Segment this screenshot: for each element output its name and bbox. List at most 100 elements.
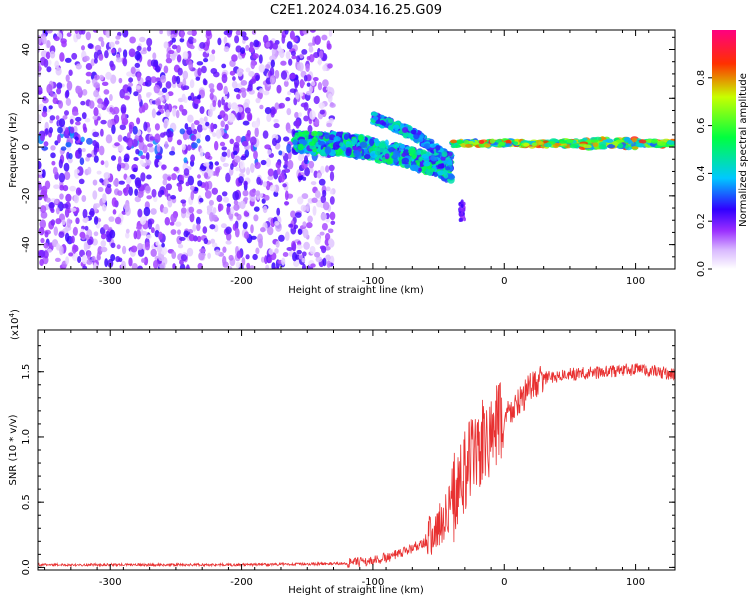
spectrogram-cell — [105, 71, 112, 80]
spectrogram-cell — [297, 196, 304, 205]
spectrogram-cell — [292, 139, 298, 146]
spectrogram-cell — [298, 175, 303, 181]
spectrogram-cell — [80, 100, 86, 106]
spectrogram-cell — [205, 121, 210, 127]
spectrogram-cell — [244, 107, 251, 114]
spectrogram-cell — [88, 100, 95, 109]
spectrogram-cell — [172, 30, 179, 35]
spectrogram-cell — [38, 34, 43, 45]
spectrogram-cell — [305, 222, 313, 229]
spectrogram-cell — [329, 171, 335, 182]
spectrogram-cell — [85, 234, 90, 241]
spectrogram-cell — [44, 180, 51, 190]
spectrogram-cell — [199, 147, 204, 158]
spectrogram-cell — [69, 185, 77, 192]
spectrogram-cell — [100, 40, 105, 48]
spectrogram-cell — [187, 114, 194, 123]
spectrogram-xtick-label: 0 — [501, 276, 507, 287]
spectrogram-cell — [140, 172, 146, 182]
spectrogram-cell — [271, 262, 276, 269]
spectrogram-cell — [311, 81, 316, 87]
spectrogram-cell — [267, 175, 274, 181]
spectrogram-cell — [235, 135, 242, 143]
spectrogram-cell — [249, 78, 257, 84]
spectrogram-cell — [239, 200, 246, 210]
spectrogram-cell — [280, 60, 287, 66]
spectrogram-cell — [235, 261, 241, 269]
snr-axes: -300 -200 -100 0 100 0.0 0.5 1.0 1.5 — [21, 330, 676, 588]
spectrogram-cell — [118, 180, 125, 185]
spectrogram-cell — [218, 203, 224, 211]
spectrogram-cell — [301, 257, 306, 263]
spectrogram-cell — [110, 74, 117, 84]
spectrogram-cell — [441, 151, 448, 158]
spectrogram-cell — [187, 95, 192, 101]
spectrogram-cell — [177, 67, 183, 76]
colorbar-tick-label: 0.6 — [696, 118, 707, 134]
spectrogram-cell — [316, 172, 322, 179]
spectrogram-cell — [401, 152, 407, 158]
spectrogram-cell — [136, 117, 141, 125]
spectrogram-cell — [255, 74, 260, 81]
spectrogram-cell — [82, 265, 88, 269]
spectrogram-cell — [128, 77, 134, 83]
spectrogram-cell — [284, 201, 290, 206]
spectrogram-cell — [266, 113, 272, 123]
spectrogram-cell — [38, 160, 42, 170]
spectrogram-cell — [263, 90, 270, 96]
spectrogram-cell — [169, 221, 175, 226]
spectrogram-cell — [293, 97, 298, 106]
spectrogram-cell — [314, 190, 321, 199]
spectrogram-cell — [146, 195, 153, 200]
spectrogram-cell — [248, 265, 256, 269]
spectrogram-cell — [266, 226, 274, 236]
spectrogram-cell — [122, 245, 127, 255]
spectrogram-cell — [65, 256, 70, 265]
spectrogram-cell — [450, 144, 456, 149]
spectrogram-cell — [130, 66, 136, 75]
spectrogram-cell — [154, 65, 161, 72]
spectrogram-cell — [214, 161, 220, 166]
spectrogram-ytick-label: 0 — [21, 144, 32, 150]
spectrogram-cell — [192, 38, 197, 43]
spectrogram-cell — [266, 149, 272, 155]
spectrogram-cell — [93, 155, 99, 163]
spectrogram-cell — [59, 245, 64, 256]
spectrogram-cell — [267, 256, 273, 264]
spectrogram-cell — [326, 122, 333, 128]
spectrogram-cell — [100, 233, 107, 240]
spectrogram-cell — [75, 63, 82, 70]
spectrogram-xtick-label: -100 — [362, 276, 385, 287]
spectrogram-cell — [207, 169, 214, 177]
spectrogram-cell — [54, 198, 59, 205]
spectrogram-cell — [48, 127, 54, 134]
spectrogram-cell — [287, 128, 293, 134]
spectrogram-cell — [153, 260, 159, 269]
spectrogram-cell — [150, 208, 157, 215]
spectrogram-cell — [77, 255, 82, 264]
chart-title: C2E1.2024.034.16.25.G09 — [270, 3, 442, 18]
spectrogram-cell — [67, 157, 73, 164]
spectrogram-cell — [319, 231, 325, 236]
spectrogram-cell — [197, 94, 202, 100]
spectrogram-cell — [256, 176, 262, 185]
spectrogram-cell — [199, 248, 206, 253]
spectrogram-cell — [233, 87, 241, 93]
spectrogram-cell — [317, 141, 326, 146]
spectrogram-cell — [240, 31, 247, 38]
spectrogram-cell — [160, 74, 167, 84]
spectrogram-cell — [252, 53, 259, 59]
spectrogram-cell — [184, 122, 189, 130]
spectrogram-cell — [46, 30, 53, 34]
spectrogram-cell — [53, 36, 60, 42]
spectrogram-cell — [226, 30, 233, 35]
spectrogram-cell — [86, 137, 93, 145]
spectrogram-cell — [255, 97, 261, 104]
spectrogram-cell — [118, 77, 123, 84]
spectrogram-cell — [199, 117, 204, 125]
spectrogram-cell — [318, 178, 326, 186]
spectrogram-cell — [222, 162, 229, 167]
spectrogram-cell — [205, 30, 212, 37]
spectrogram-cell — [230, 206, 235, 215]
spectrogram-cell — [93, 262, 98, 269]
